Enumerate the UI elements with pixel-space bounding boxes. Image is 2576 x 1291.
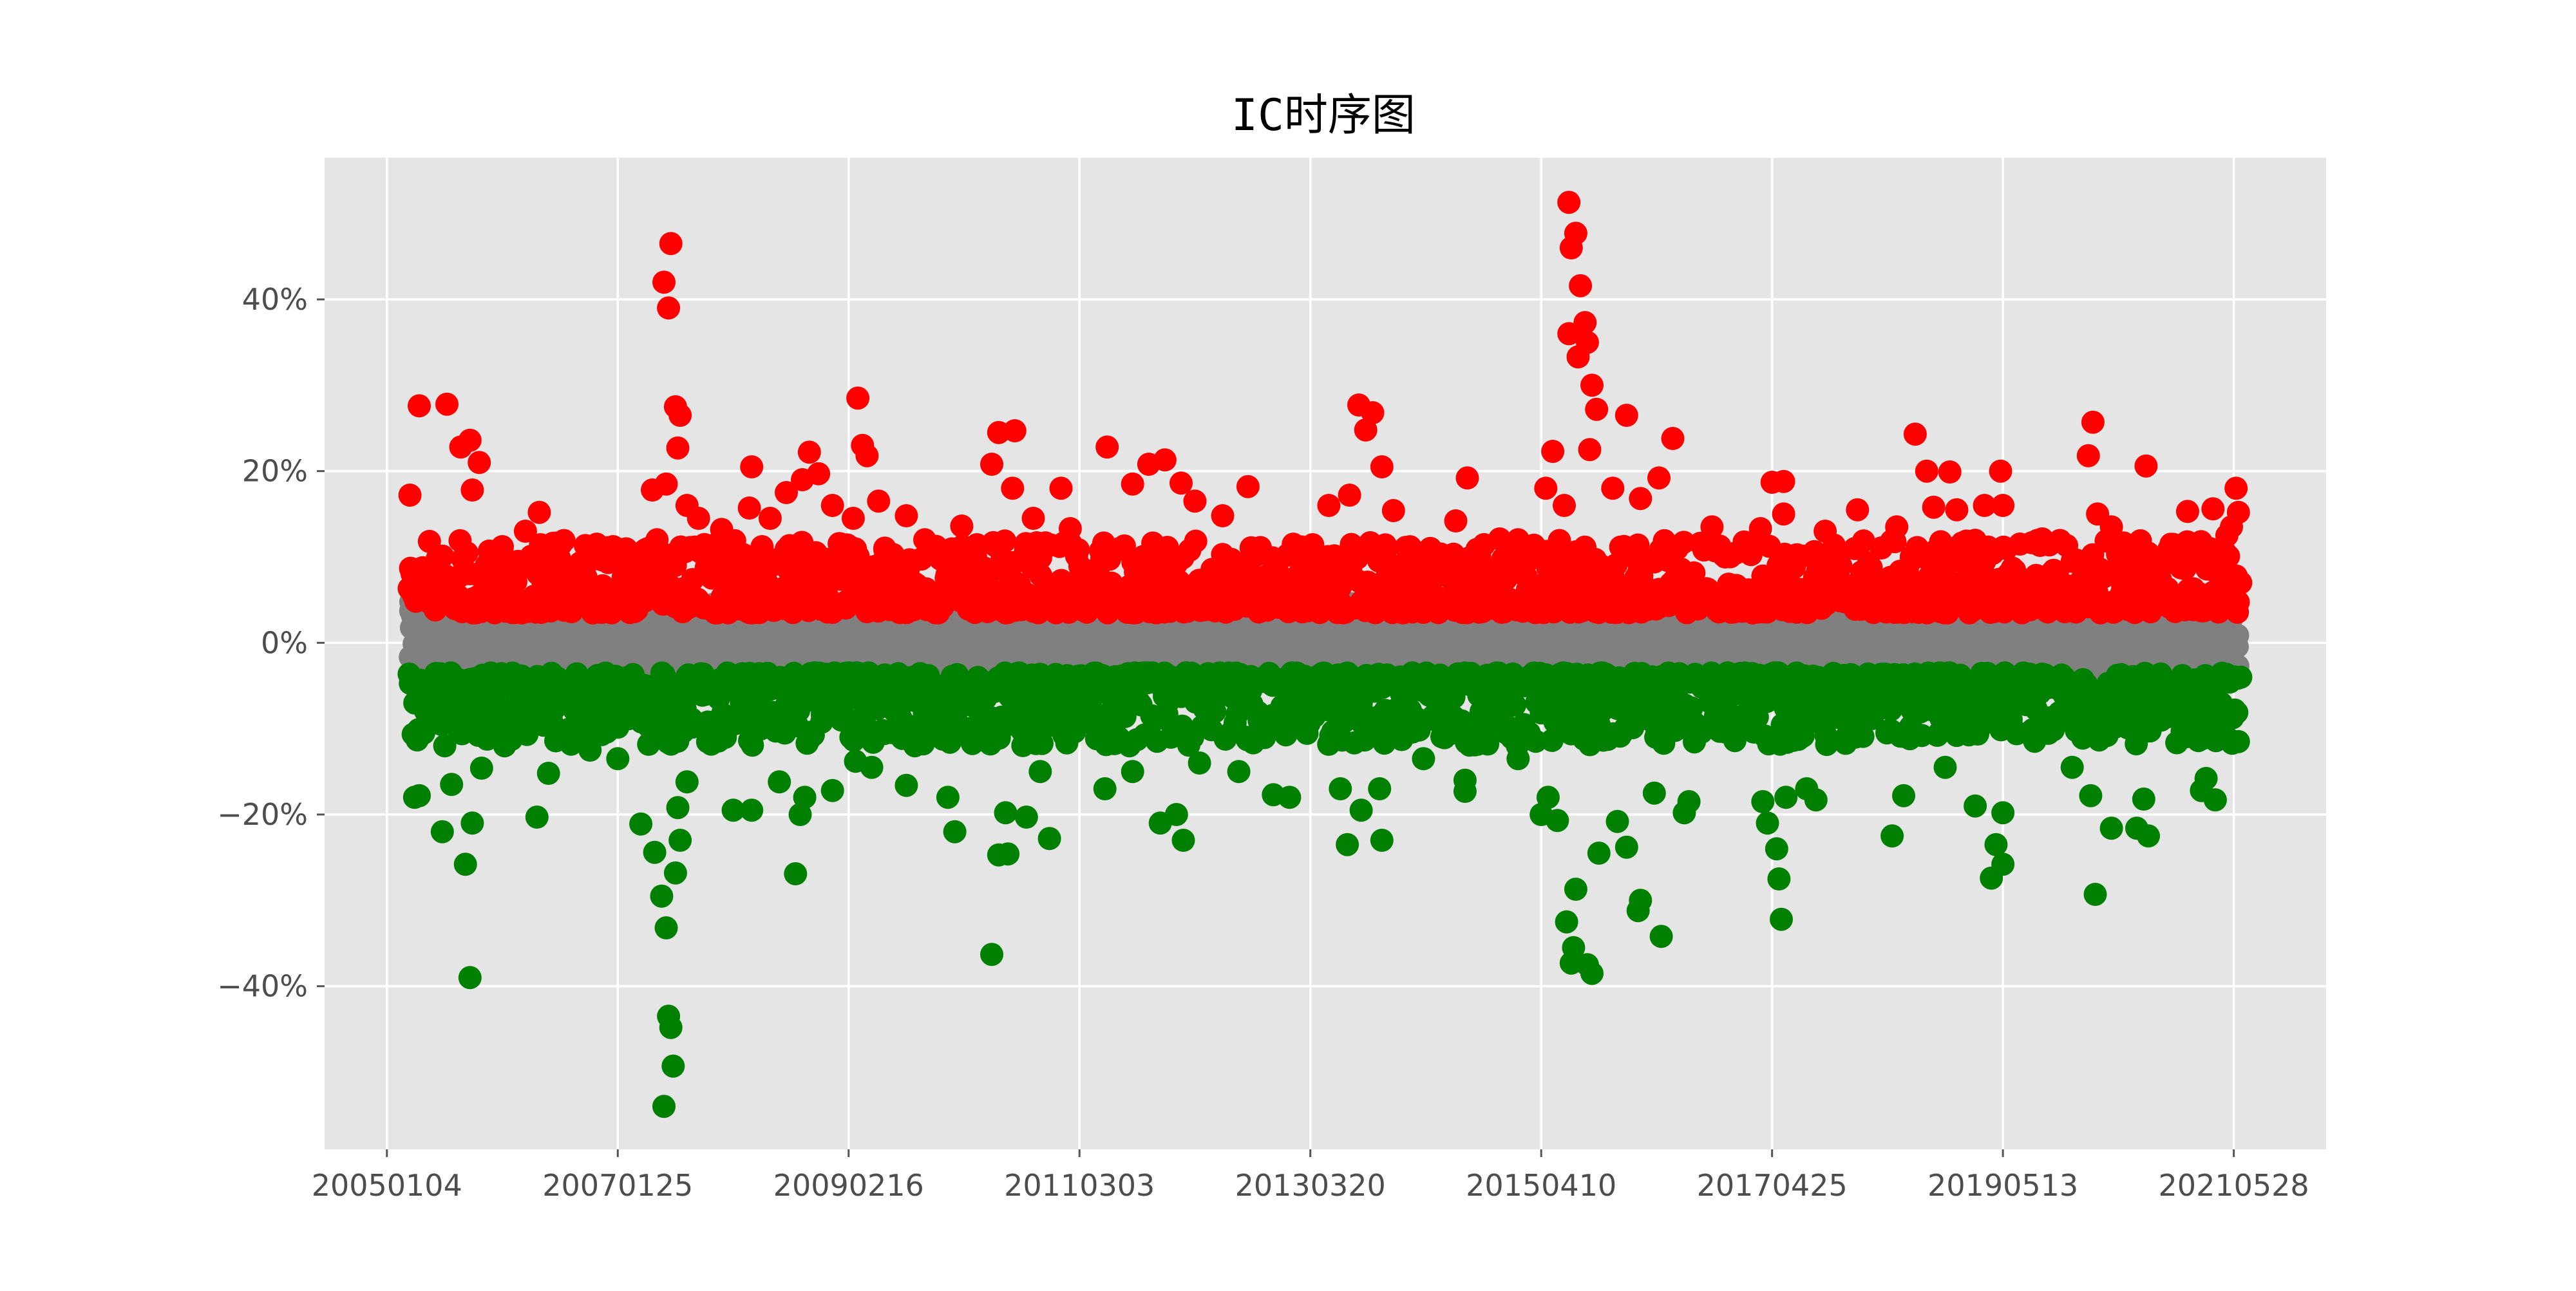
y-tick-label: 20% — [242, 454, 308, 489]
x-tick-label: 20130320 — [1235, 1168, 1386, 1203]
y-tick-label: −20% — [217, 797, 308, 832]
y-tick-label: 0% — [261, 625, 308, 660]
x-tick-label: 20150410 — [1466, 1168, 1616, 1203]
x-tick-label: 20110303 — [1004, 1168, 1155, 1203]
y-tick-label: 40% — [242, 282, 308, 317]
negative-point — [408, 784, 431, 807]
x-tick-label: 20170425 — [1697, 1168, 1848, 1203]
y-tick-label: −40% — [217, 969, 308, 1004]
x-tick-label: 20190513 — [1927, 1168, 2078, 1203]
x-tick-label: 20090216 — [773, 1168, 924, 1203]
negative-point — [2225, 701, 2248, 724]
x-tick-label: 20210528 — [2159, 1168, 2309, 1203]
x-tick-label: 20050104 — [312, 1168, 462, 1203]
x-tick-label: 20070125 — [542, 1168, 693, 1203]
neutral-point — [2226, 635, 2249, 658]
